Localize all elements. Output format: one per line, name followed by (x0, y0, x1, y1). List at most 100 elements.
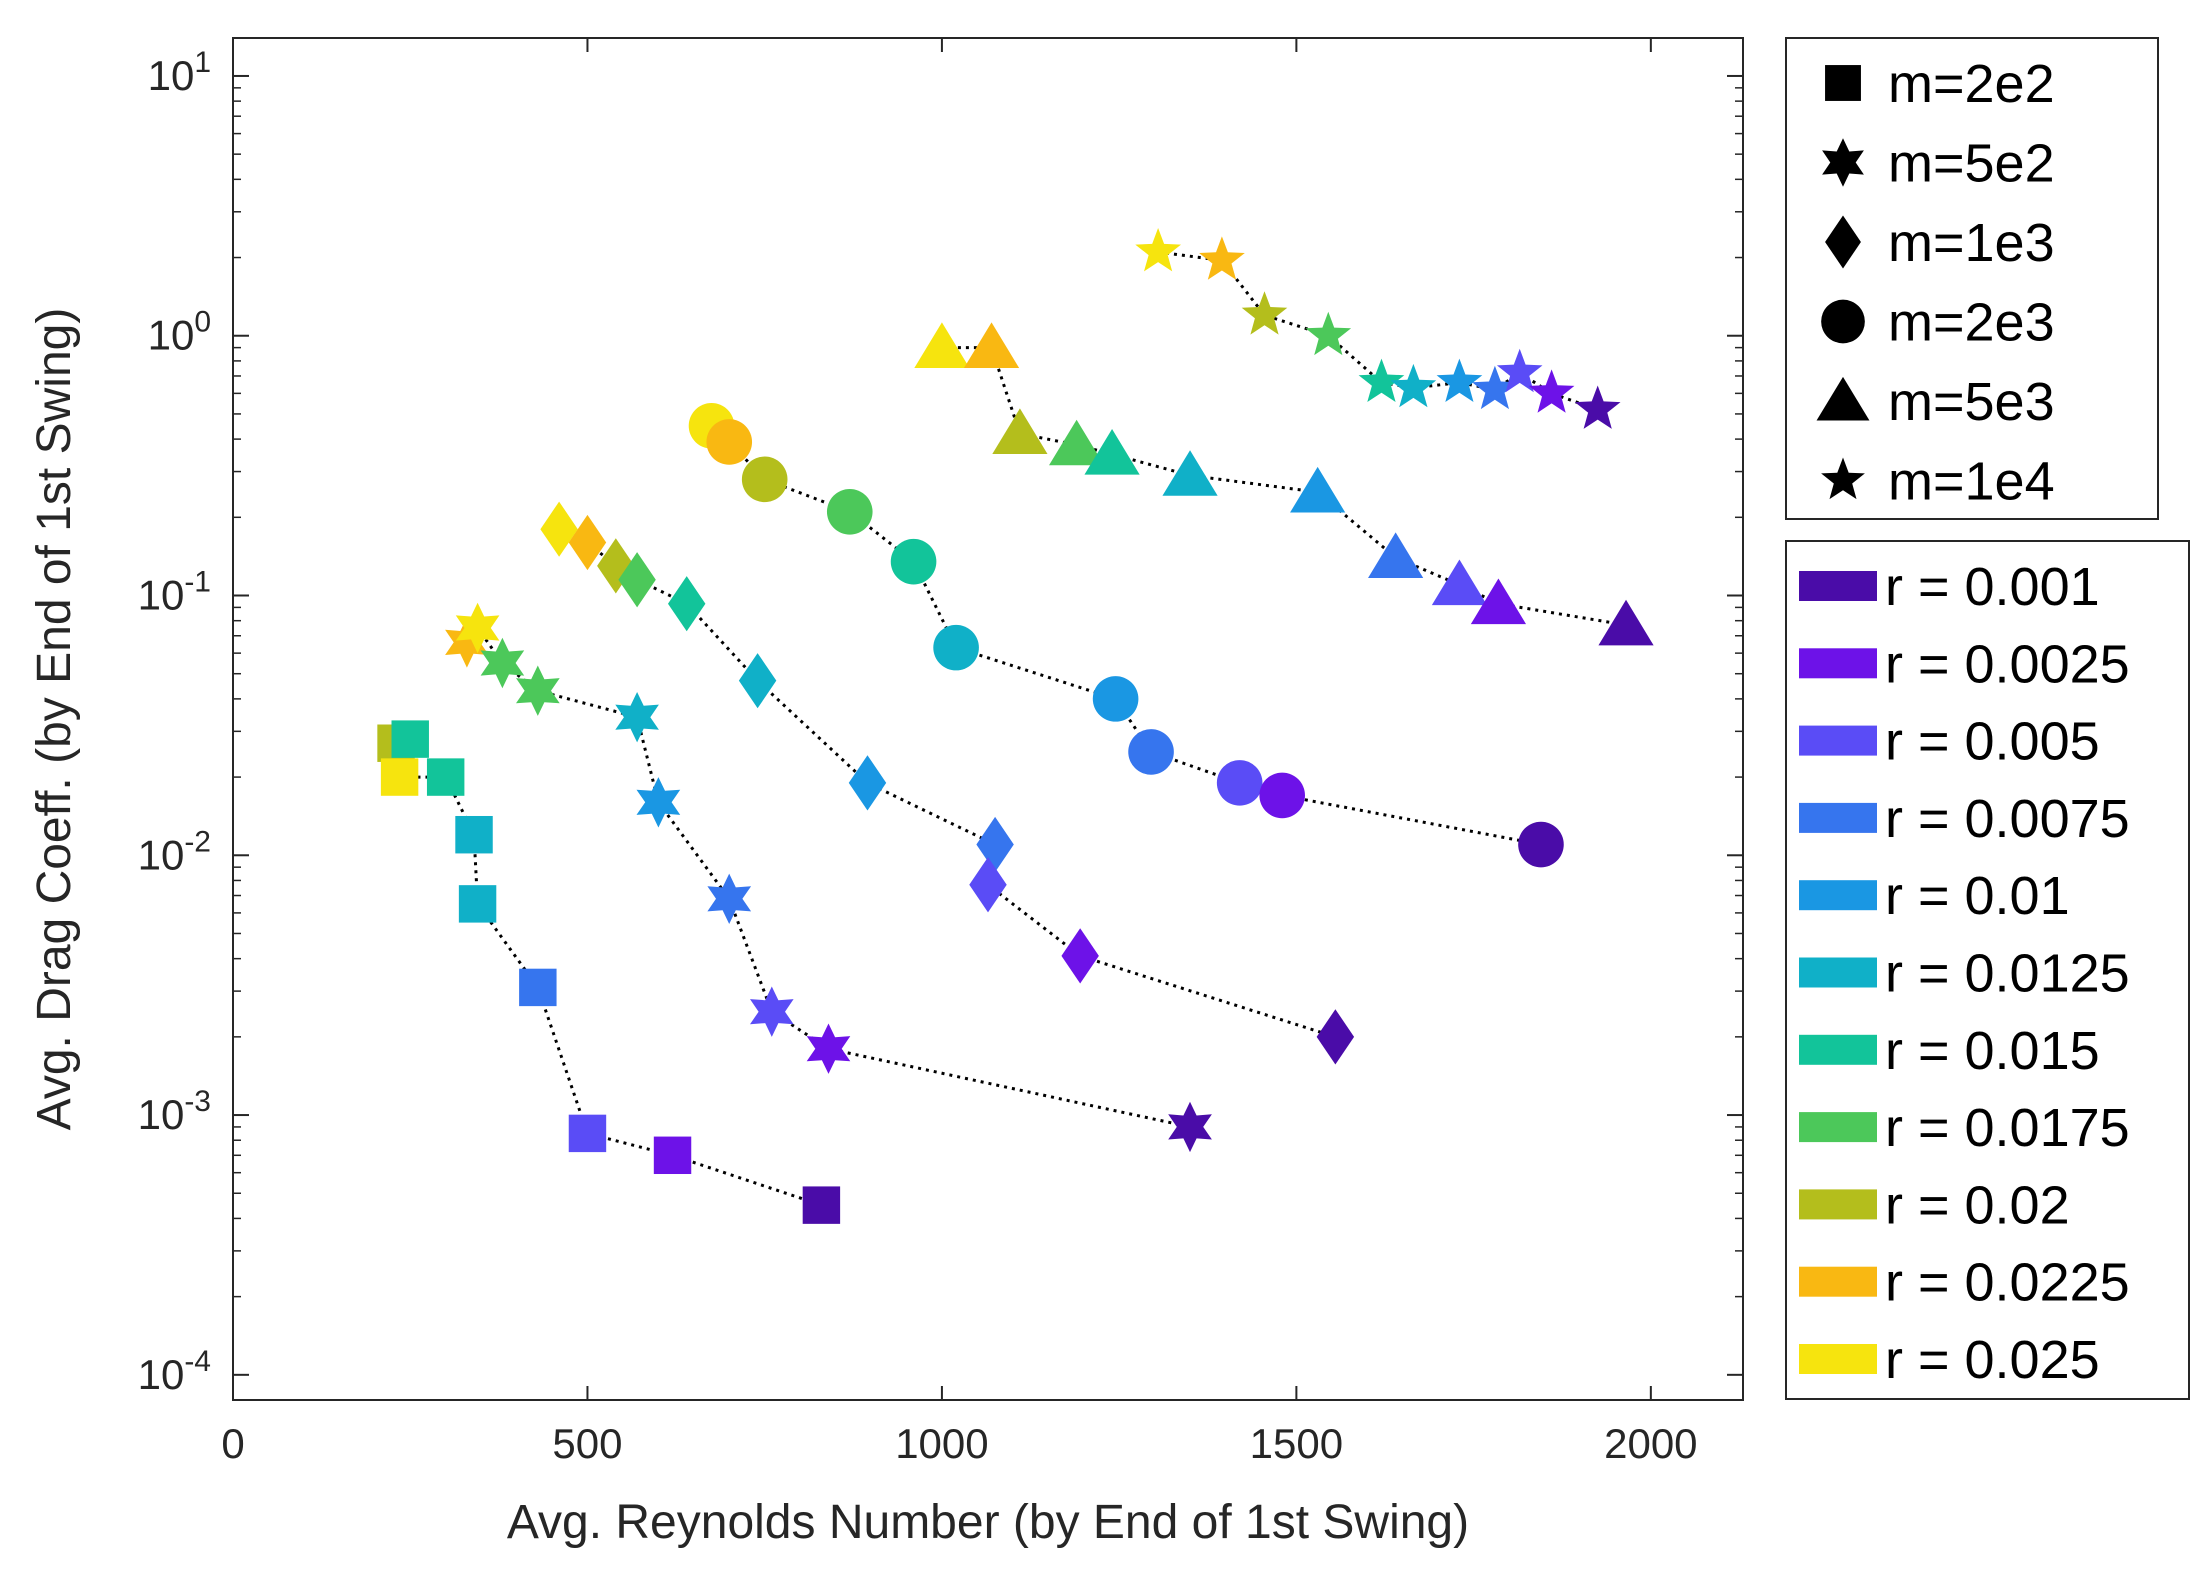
data-point-star6 (636, 777, 681, 828)
x-tick-label: 1500 (1250, 1420, 1343, 1467)
data-point-square (458, 885, 497, 923)
data-point-diamond (1316, 1009, 1355, 1065)
legend-swatch (1799, 1189, 1877, 1220)
legend-swatch (1799, 1112, 1877, 1143)
data-point-circle (826, 489, 873, 535)
legend-r-label: r = 0.001 (1885, 557, 2100, 617)
data-point-triangle (914, 322, 970, 369)
data-point-diamond (540, 501, 578, 557)
data-point-circle (1216, 760, 1263, 806)
data-point-star5 (1305, 311, 1352, 356)
x-axis: 0 500 1000 1500 2000 (221, 38, 1698, 1467)
x-tick-label: 500 (552, 1420, 622, 1467)
data-point-circle (1092, 676, 1139, 722)
legend-swatch (1799, 648, 1877, 679)
legend-r-label: r = 0.0175 (1885, 1098, 2130, 1158)
legend-marker-label: m=1e4 (1888, 452, 2055, 512)
data-point-triangle (992, 408, 1048, 455)
y-tick-label: 10-4 (138, 1345, 211, 1398)
y-axis-title: Avg. Drag Coeff. (by End of 1st Swing) (28, 308, 81, 1131)
data-point-circle (933, 624, 979, 671)
data-point-diamond (618, 552, 656, 608)
y-tick-label: 101 (148, 46, 211, 99)
data-point-triangle (1470, 578, 1527, 625)
legend-r-label: r = 0.0125 (1885, 944, 2130, 1004)
series-line-star6 (465, 625, 1191, 1129)
legend-swatch (1799, 725, 1877, 756)
legend-r-label: r = 0.01 (1885, 866, 2070, 926)
data-point-circle (890, 538, 937, 585)
y-tick-label: 10-1 (138, 566, 211, 619)
series-line-diamond (558, 527, 1336, 1039)
legend-r-label: r = 0.0075 (1885, 789, 2130, 849)
data-point-diamond (969, 857, 1007, 913)
data-point-triangle (1598, 599, 1654, 646)
r-legend: r = 0.001 r = 0.0025 r = 0.005 r = 0.0075 r … (1785, 540, 2190, 1400)
data-point-star5 (1135, 228, 1181, 272)
data-point-diamond (738, 653, 777, 709)
data-point-star6 (516, 665, 560, 716)
data-point-star5 (1496, 348, 1543, 393)
data-point-square (568, 1114, 607, 1153)
legend-r-label: r = 0.025 (1885, 1330, 2100, 1390)
data-point-triangle (1049, 419, 1105, 466)
legend-marker-label: m=2e2 (1888, 54, 2055, 114)
legend-marker-label: m=2e3 (1888, 293, 2055, 353)
legend-swatch (1799, 802, 1877, 833)
legend-marker-label: m=1e3 (1888, 213, 2055, 273)
data-point-star6 (806, 1023, 851, 1074)
data-point-star6 (445, 617, 489, 668)
y-tick-label: 100 (148, 306, 211, 359)
data-point-circle (706, 419, 753, 465)
plot-area (232, 37, 1744, 1401)
marker-legend: m=2e2 m=5e2 m=1e3 m=2e3 m=5e3 m=1e4 (1785, 37, 2159, 520)
data-point-diamond (848, 755, 887, 811)
data-point-star5 (1472, 365, 1518, 410)
legend-r-label: r = 0.015 (1885, 1021, 2100, 1081)
legend-swatch (1799, 1266, 1877, 1297)
data-point-star6 (750, 986, 794, 1037)
data-point-star5 (1528, 369, 1575, 413)
data-point-star5 (1574, 385, 1621, 429)
data-point-star5 (1241, 291, 1288, 335)
data-point-diamond (1061, 928, 1099, 984)
y-tick-label: 10-2 (138, 825, 211, 878)
data-point-triangle (1084, 428, 1140, 475)
data-point-star6 (615, 692, 659, 743)
legend-marker-star6 (1822, 138, 1864, 187)
data-point-star6 (455, 602, 500, 654)
legend-r-label: r = 0.005 (1885, 712, 2100, 772)
marker-legend-box (1785, 37, 2159, 520)
data-point-diamond (568, 514, 607, 571)
data-point-square (653, 1136, 692, 1175)
data-point-star5 (1358, 358, 1405, 402)
data-point-circle (1259, 772, 1306, 819)
data-point-circle (1128, 729, 1174, 775)
x-tick-label: 0 (221, 1420, 244, 1467)
data-point-diamond (667, 576, 706, 632)
data-points (377, 228, 1654, 1224)
legend-marker-square (1825, 65, 1861, 101)
data-point-diamond (976, 816, 1014, 873)
x-tick-label: 2000 (1604, 1420, 1697, 1467)
data-point-circle (1518, 821, 1564, 868)
legend-marker-label: m=5e2 (1888, 134, 2055, 194)
data-point-square (380, 758, 419, 796)
x-axis-title: Avg. Reynolds Number (by End of 1st Swin… (507, 1496, 1469, 1549)
data-point-star6 (1168, 1101, 1212, 1153)
legend-r-label: r = 0.02 (1885, 1175, 2070, 1235)
legend-swatch (1799, 571, 1877, 601)
legend-marker-star5 (1821, 457, 1865, 500)
data-point-square (426, 758, 465, 796)
data-point-diamond (597, 538, 635, 594)
legend-r-label: r = 0.0225 (1885, 1253, 2130, 1313)
data-point-star5 (1436, 358, 1483, 402)
data-point-triangle (1290, 466, 1346, 513)
data-point-circle (741, 456, 788, 503)
data-point-star5 (1199, 236, 1245, 280)
data-point-triangle (1162, 450, 1218, 496)
data-point-square (519, 968, 557, 1007)
data-point-square (391, 720, 429, 758)
data-point-triangle (1431, 559, 1488, 606)
